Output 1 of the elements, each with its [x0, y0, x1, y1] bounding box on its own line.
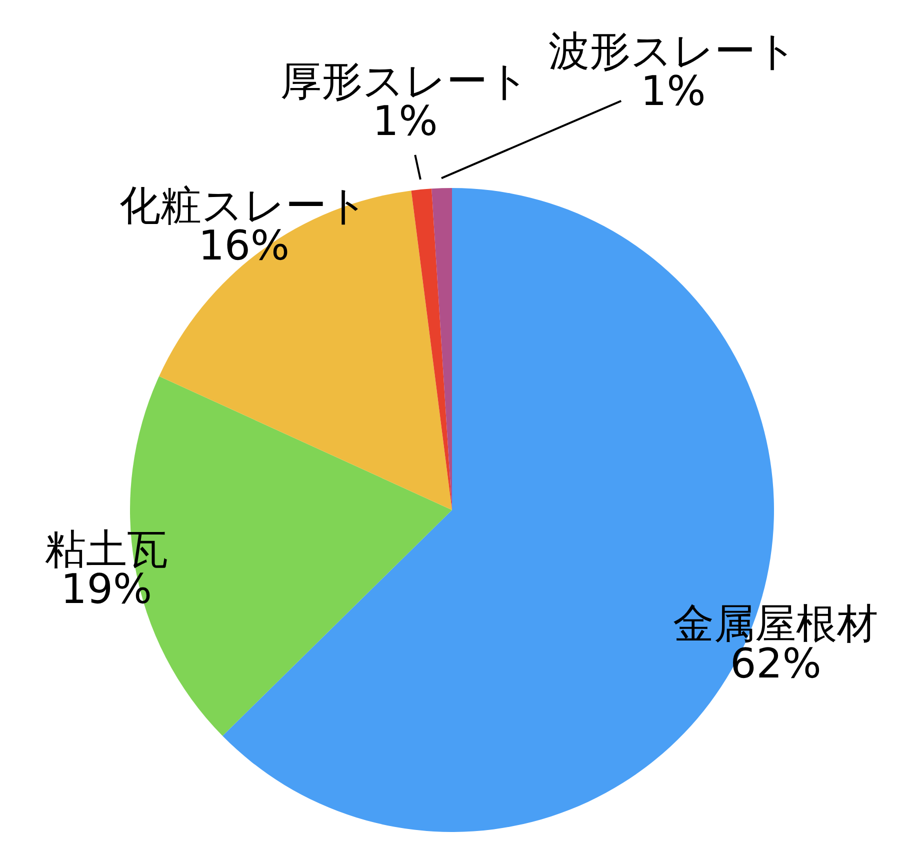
pie-slice [411, 188, 452, 510]
